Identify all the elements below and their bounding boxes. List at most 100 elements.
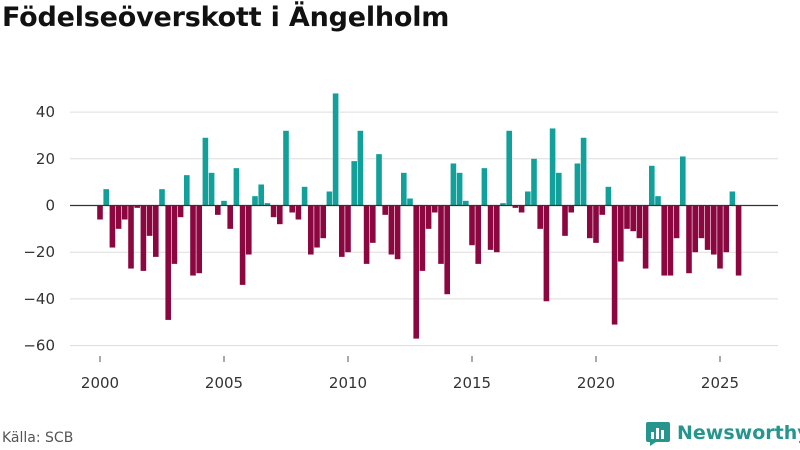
bar-negative [568,205,574,213]
bar-negative [295,205,302,220]
bar-positive [407,198,413,206]
bar-negative [97,205,103,220]
bar-positive [264,203,271,206]
bar-positive [221,200,227,206]
bar-negative [494,205,500,253]
bar-negative [624,205,630,229]
newsworthy-logo: Newsworthy [645,420,800,446]
bar-positive [580,137,587,206]
bar-positive [574,163,581,206]
bar-positive [525,191,531,206]
bar-positive [649,165,655,206]
bar-negative [686,205,692,274]
bar-negative [339,205,345,257]
y-tick-label: −60 [23,337,55,355]
bar-positive [332,93,339,206]
bar-positive [208,172,215,206]
bar-negative [277,205,283,225]
bar-positive [233,168,240,206]
bar-negative [717,205,723,269]
bar-positive [531,158,537,206]
bar-negative [723,205,729,253]
bar-positive [252,196,258,206]
bar-negative [177,205,184,218]
bar-positive [326,191,333,206]
bar-positive [456,172,463,206]
bar-positive [401,172,407,206]
bar-negative [425,205,432,229]
bar-negative [599,205,605,215]
source-label: Källa: SCB [2,430,74,446]
y-tick-label: 0 [45,197,55,215]
bar-negative [432,205,438,213]
bar-positive [184,175,190,206]
bar-negative [587,205,593,239]
bar-negative [146,205,153,236]
x-tick-label: 2010 [329,374,367,392]
bar-positive [159,189,165,206]
bar-negative [518,205,525,213]
bar-negative [735,205,742,276]
x-tick-label: 2025 [701,374,739,392]
bar-negative [314,205,320,248]
chart-title: Födelseöverskott i Ängelholm [2,2,450,33]
bar-positive [103,189,109,206]
bar-positive [655,196,661,206]
bar-negative [469,205,475,246]
bar-negative [345,205,351,253]
bar-negative [239,205,246,285]
bar-negative [196,205,202,274]
bar-negative [308,205,314,255]
x-tick-label: 2000 [81,374,119,392]
bar-negative [419,205,426,271]
bar-negative [140,205,147,271]
bar-negative [246,205,252,255]
bar-positive [301,186,308,206]
bar-positive [258,184,264,206]
bar-negative [636,205,643,239]
y-tick-label: −20 [23,243,55,261]
bar-negative [413,205,419,339]
bar-negative [122,205,128,220]
bar-negative [370,205,376,243]
bar-negative [611,205,618,325]
bar-negative [444,205,450,295]
bar-positive [500,203,506,206]
bar-negative [215,205,221,215]
bar-negative [363,205,370,264]
bar-positive [351,161,357,206]
bar-negative [270,205,277,218]
bar-negative [128,205,134,269]
bar-negative [543,205,550,302]
bar-negative [704,205,711,250]
x-tick-label: 2005 [205,374,243,392]
bar-negative [153,205,159,257]
bar-negative [388,205,395,255]
bar-negative [562,205,568,236]
bar-positive [680,156,686,206]
bar-positive [729,191,736,206]
bar-negative [711,205,717,255]
y-tick-label: 40 [36,103,55,121]
bar-negative [115,205,122,229]
bar-negative [487,205,494,250]
bar-negative [512,205,519,208]
bar-negative [438,205,444,264]
bar-negative [692,205,698,253]
x-tick-label: 2015 [453,374,491,392]
y-tick-label: 20 [36,150,55,168]
bar-negative [475,205,481,264]
bar-positive [556,172,562,206]
bar-positive [481,168,488,206]
bar-positive [357,130,364,206]
bar-negative [320,205,326,239]
bar-positive [463,200,469,206]
bar-positive [549,128,556,206]
brand-name: Newsworthy [677,422,800,444]
bar-negative [134,205,140,208]
x-tick-label: 2020 [577,374,615,392]
bar-negative [109,205,116,248]
bar-negative [593,205,599,243]
bar-negative [630,205,636,232]
